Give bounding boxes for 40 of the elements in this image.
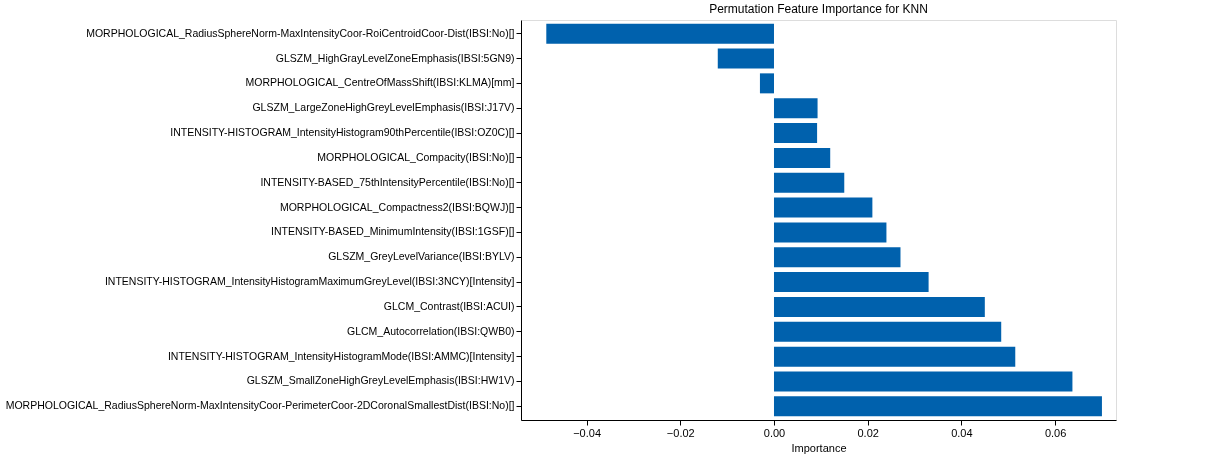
bar — [773, 371, 1073, 392]
bar — [773, 272, 929, 293]
y-tick-label: MORPHOLOGICAL_Compactness2(IBSI:BQWJ)[] — [279, 200, 515, 213]
y-tick-label: GLSZM_LargeZoneHighGreyLevelEmphasis(IBSI:J17V) — [252, 101, 515, 114]
y-tick-label: GLSZM_GreyLevelVariance(IBSI:BYLV) — [328, 250, 515, 263]
x-axis-title: Importance — [791, 441, 847, 454]
y-tick-label: MORPHOLOGICAL_RadiusSphereNorm-MaxIntensityCoor-PerimeterCoor-2DCoronalSmallestDist(IBSI:No)[] — [5, 399, 515, 412]
x-tick-label: −0.02 — [666, 426, 695, 439]
y-tick-label: INTENSITY-HISTOGRAM_IntensityHistogramMaximumGreyLevel(IBSI:3NCY)[Intensity] — [104, 275, 515, 288]
x-tick-label: 0.00 — [763, 426, 786, 439]
bar — [773, 321, 1002, 342]
bar — [759, 73, 774, 94]
y-tick-label: GLSZM_HighGrayLevelZoneEmphasis(IBSI:5GN9) — [275, 51, 515, 64]
bar — [773, 123, 818, 144]
y-tick-label: MORPHOLOGICAL_CentreOfMassShift(IBSI:KLMA)[mm] — [245, 76, 515, 89]
bar — [773, 197, 873, 218]
y-tick-label: INTENSITY-BASED_MinimumIntensity(IBSI:1GSF)[] — [270, 225, 515, 238]
y-tick-label: GLCM_Autocorrelation(IBSI:QWB0) — [347, 324, 515, 337]
bar — [717, 48, 774, 69]
bar — [773, 296, 985, 317]
y-tick-label: MORPHOLOGICAL_Compacity(IBSI:No)[] — [317, 150, 515, 163]
x-tick-label: −0.04 — [573, 426, 602, 439]
bar — [773, 346, 1016, 367]
x-tick-label: 0.04 — [951, 426, 973, 439]
bar — [773, 172, 845, 193]
bar — [773, 222, 887, 243]
bar — [773, 147, 831, 168]
y-tick-label: INTENSITY-HISTOGRAM_IntensityHistogram90thPercentile(IBSI:OZ0C)[] — [170, 126, 515, 139]
y-tick-label: GLCM_Contrast(IBSI:ACUI) — [383, 299, 515, 312]
y-tick-label: INTENSITY-BASED_75thIntensityPercentile(IBSI:No)[] — [260, 175, 515, 188]
y-tick-label: MORPHOLOGICAL_RadiusSphereNorm-MaxIntensityCoor-RoiCentroidCoor-Dist(IBSI:No)[] — [86, 26, 515, 39]
bar — [773, 247, 901, 268]
chart-title: Permutation Feature Importance for KNN — [709, 2, 928, 16]
bar — [546, 23, 774, 44]
bar — [773, 98, 818, 119]
x-tick-label: 0.02 — [857, 426, 879, 439]
x-tick-label: 0.06 — [1044, 426, 1067, 439]
y-tick-label: INTENSITY-HISTOGRAM_IntensityHistogramMode(IBSI:AMMC)[Intensity] — [167, 349, 515, 362]
y-tick-label: GLSZM_SmallZoneHighGreyLevelEmphasis(IBSI:HW1V) — [246, 374, 515, 387]
bar — [773, 396, 1102, 417]
